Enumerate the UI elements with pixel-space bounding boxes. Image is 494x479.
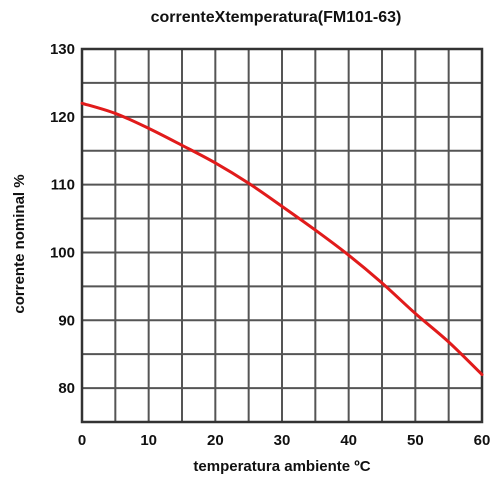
x-tick-labels: 0 10 20 30 40 50 60 (78, 432, 491, 449)
y-tick-label: 130 (50, 41, 75, 58)
x-tick-label: 60 (474, 432, 491, 449)
series-group (80, 101, 484, 377)
x-axis-label: temperatura ambiente ºC (193, 458, 370, 475)
y-tick-label: 110 (51, 177, 75, 194)
series-line (80, 101, 484, 377)
chart-title: correnteXtemperatura(FM101-63) (151, 9, 402, 26)
x-tick-label: 40 (340, 432, 357, 449)
y-tick-label: 80 (58, 380, 75, 397)
grid (82, 49, 482, 422)
y-tick-labels: 80 90 100 110 120 130 (50, 41, 75, 397)
x-tick-label: 20 (207, 432, 224, 449)
plot-frame (80, 47, 484, 424)
y-tick-label: 120 (50, 109, 75, 126)
x-tick-label: 10 (140, 432, 157, 449)
x-tick-label: 30 (274, 432, 291, 449)
x-tick-label: 50 (407, 432, 424, 449)
y-axis-label: corrente nominal % (11, 174, 28, 313)
y-tick-label: 100 (50, 244, 75, 261)
x-tick-label: 0 (78, 432, 86, 449)
y-tick-label: 90 (58, 312, 75, 329)
